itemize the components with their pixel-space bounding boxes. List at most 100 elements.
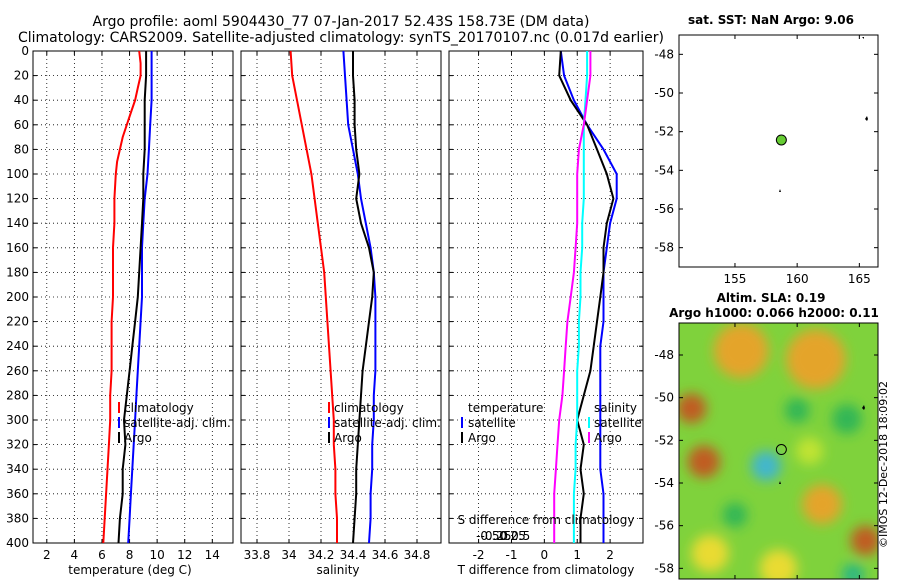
difference-grid (449, 50, 643, 544)
island-marker (779, 189, 781, 192)
difference-legend-left: temperature satellite Argo (461, 401, 543, 445)
map-y-tick-label: -58 (654, 561, 674, 575)
sla-map-title-line2: Argo h1000: 0.066 h2000: 0.11 (669, 306, 879, 320)
series-line-climatology (289, 50, 338, 543)
difference-series (553, 50, 618, 543)
map-y-tick-label: -48 (654, 348, 674, 362)
y-tick-label: 240 (6, 339, 29, 353)
series-line-t-argo (558, 50, 615, 543)
salinity-grid (241, 50, 441, 544)
map-y-tick-label: -56 (654, 519, 674, 533)
sla-anomaly-blob (722, 502, 748, 528)
y-tick-label: 200 (6, 290, 29, 304)
map-x-tick-label: 165 (848, 272, 871, 286)
s-tick-label: -0.5 (476, 529, 499, 543)
salinity-series (289, 50, 377, 544)
s-tick-label: 0.5 (511, 529, 530, 543)
map-y-tick-label: -48 (654, 47, 674, 61)
series-line-t-satellite (559, 50, 618, 543)
series-line-s-argo (553, 51, 592, 543)
map-y-tick-label: -50 (654, 391, 674, 405)
sla-anomaly-blob (841, 563, 865, 579)
sla-anomaly-blobs (679, 323, 878, 579)
legend-label-climatology: climatology (124, 401, 194, 415)
temperature-xlabel: temperature (deg C) (68, 563, 191, 577)
argo-float-marker (775, 444, 787, 456)
sla-anomaly-blob (786, 329, 846, 390)
series-line-climatology (102, 50, 142, 544)
sla-anomaly-blob (691, 534, 729, 573)
x-tick-label: -1 (505, 548, 517, 562)
y-tick-label: 340 (6, 462, 29, 476)
sla-anomaly-blob (687, 445, 721, 478)
map-y-tick-label: -50 (654, 86, 674, 100)
sla-anomaly-blob (802, 484, 842, 525)
sla-anomaly-blob (850, 525, 878, 556)
series-line-satellite-adj-clim- (127, 51, 153, 544)
y-tick-label: 400 (6, 536, 29, 550)
legend-label-t-argo: Argo (468, 431, 496, 445)
salinity-panel: 33.8 34 34.2 34.4 34.6 34.8 climatology satel… (240, 50, 442, 577)
legend-label-s-argo: Argo (594, 431, 622, 445)
y-tick-label: 120 (6, 192, 29, 206)
sla-heatmap (679, 323, 878, 579)
island-marker (862, 405, 865, 410)
y-tick-label: 160 (6, 241, 29, 255)
y-tick-label: 180 (6, 265, 29, 279)
map-y-tick-label: -56 (654, 202, 674, 216)
series-line-s-satellite (572, 51, 589, 543)
x-tick-label: 14 (205, 548, 220, 562)
sla-map-frame (678, 322, 879, 580)
x-tick-label: 4 (71, 548, 79, 562)
y-tick-label: 0 (21, 44, 29, 58)
s-tick-label: 0.25 (499, 529, 526, 543)
x-tick-label: 10 (149, 548, 164, 562)
y-tick-label: 260 (6, 364, 29, 378)
legend-label-satellite: satellite-adj. clim. (124, 416, 231, 430)
s-tick-label: 0 (500, 529, 508, 543)
y-tick-label: 100 (6, 167, 29, 181)
figure-title-line1: Argo profile: aoml 5904430_77 07-Jan-201… (93, 14, 590, 30)
x-tick-label: 34.6 (372, 548, 399, 562)
imos-watermark: ©IMOS 12-Dec-2018 18:09:02 (877, 381, 890, 548)
y-tick-label: 280 (6, 388, 29, 402)
sla-map-title-line1: Altim. SLA: 0.19 (717, 291, 826, 305)
x-tick-label: 8 (126, 548, 134, 562)
y-tick-label: 140 (6, 216, 29, 230)
sla-anomaly-blob (832, 404, 862, 434)
map-y-tick-label: -52 (654, 125, 674, 139)
sla-anomaly-blob (679, 393, 707, 424)
series-line-argo (352, 51, 375, 544)
y-tick-label: 40 (14, 93, 29, 107)
salinity-legend: climatology satellite-adj. clim. Argo (328, 401, 441, 445)
sla-anomaly-blob (795, 437, 824, 465)
y-tick-label: 320 (6, 438, 29, 452)
difference-xlabel: T difference from climatology (457, 563, 635, 577)
sst-map-marks (775, 37, 868, 192)
sla-anomaly-blob (713, 323, 769, 379)
x-tick-label: 6 (98, 548, 106, 562)
x-tick-label: 2 (606, 548, 614, 562)
y-tick-label: 20 (14, 69, 29, 83)
difference-xlabel-top: S difference from climatology (458, 513, 635, 527)
map-y-tick-label: -54 (654, 163, 674, 177)
y-tick-label: 300 (6, 413, 29, 427)
island-marker (862, 37, 864, 39)
sst-map-title: sat. SST: NaN Argo: 9.06 (688, 13, 854, 27)
sla-anomaly-blob (759, 549, 798, 579)
x-tick-label: 34 (281, 548, 296, 562)
salinity-xlabel: salinity (316, 563, 359, 577)
map-y-tick-label: -58 (654, 241, 674, 255)
x-tick-label: 34.8 (404, 548, 431, 562)
legend-heading-salinity: salinity (594, 401, 637, 415)
legend-label-s-satellite: satellite (594, 416, 642, 430)
y-tick-label: 60 (14, 118, 29, 132)
legend-label-satellite: satellite-adj. clim. (334, 416, 441, 430)
x-tick-label: 2 (43, 548, 51, 562)
map-x-tick-label: 160 (786, 272, 809, 286)
sla-map-panel: Altim. SLA: 0.19 Argo h1000: 0.066 h2000… (654, 291, 879, 580)
map-x-tick-label: 155 (724, 272, 747, 286)
map-y-tick-label: -52 (654, 433, 674, 447)
